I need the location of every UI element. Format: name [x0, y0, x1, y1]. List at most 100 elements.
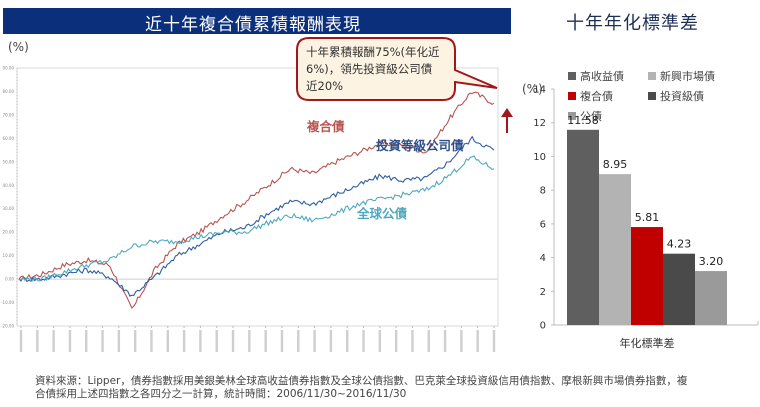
bar-y-tick-label: 2: [540, 287, 546, 298]
x-tick-label: [133, 330, 137, 352]
x-tick-label: [248, 330, 251, 352]
x-tick-label: [346, 330, 349, 352]
series-line: [18, 135, 495, 297]
x-tick-label: [492, 330, 496, 352]
bar-y-tick-label: 10: [533, 152, 546, 163]
x-tick-label: [329, 330, 333, 352]
series-label-composite: 複合債: [307, 119, 345, 134]
legend-swatch: [568, 92, 576, 100]
bar-y-tick-label: 6: [540, 219, 546, 230]
legend-swatch: [568, 112, 576, 120]
bar: [663, 253, 695, 325]
up-arrow-icon: [501, 108, 513, 133]
legend-swatch: [568, 72, 576, 80]
bar-value-label: 11.58: [567, 114, 599, 127]
legend-label: 新興市場債: [660, 70, 715, 83]
source-note: 資料來源：Lipper，債券指數採用美銀美林全球高收益債券指數及全球公債指數、巴…: [35, 375, 735, 401]
y-tick-label: 10.00: [3, 253, 15, 258]
x-tick-label: [427, 330, 430, 352]
line-chart-title: 近十年複合債累積報酬表現: [145, 15, 361, 35]
x-tick-label: [85, 330, 88, 352]
x-tick-label: [362, 330, 365, 352]
bar-chart-bars: 11.58 8.95 5.81 4.23 3.20: [567, 114, 727, 325]
legend-swatch: [648, 72, 656, 80]
bar: [695, 271, 727, 325]
x-tick-label: [68, 330, 72, 352]
bar-category-label: 年化標準差: [620, 336, 675, 350]
bar-chart-title: 十年年化標準差: [566, 13, 699, 34]
y-tick-label: 0.00: [5, 277, 14, 282]
callout-line: 6%)，領先投資級公司債: [306, 62, 433, 76]
legend-label: 高收益債: [580, 70, 624, 83]
callout-bubble: [296, 37, 498, 101]
x-tick-label: [460, 330, 463, 352]
series-line: [18, 155, 495, 282]
y-tick-label: -10.00: [1, 300, 14, 305]
y-tick-label: 60.00: [3, 136, 15, 141]
legend-label: 投資級債: [660, 90, 704, 103]
legend-swatch: [648, 92, 656, 100]
bar-y-tick-label: 12: [533, 118, 546, 129]
x-tick-label: [36, 330, 39, 352]
x-tick-label: [215, 330, 218, 352]
series-label-global-gov: 全球公債: [357, 206, 408, 221]
y-tick-label: 40.00: [3, 183, 15, 188]
y-tick-label: 20.00: [3, 230, 15, 235]
line-chart-unit: (%): [8, 40, 29, 54]
x-tick-label: [150, 330, 153, 352]
x-tick-label: [117, 330, 121, 352]
bar: [599, 174, 631, 325]
x-tick-label: [394, 330, 398, 352]
bar-chart-unit: (%): [522, 82, 543, 96]
legend-label: 複合債: [580, 90, 613, 103]
legend-item: 高收益債: [568, 68, 648, 84]
source-note-line: 資料來源：Lipper，債券指數採用美銀美林全球高收益債券指數及全球公債指數、巴…: [35, 375, 688, 387]
series-label-ig-corp: 投資等級公司債: [376, 138, 464, 153]
legend-label: 公債: [580, 110, 602, 123]
legend-item: 新興市場債: [648, 68, 748, 84]
x-tick-label: [378, 330, 382, 352]
x-tick-label: [476, 330, 479, 352]
callout-line: 十年累積報酬75%(年化近: [306, 45, 440, 59]
bar: [567, 129, 599, 325]
y-tick-label: 90.00: [3, 66, 15, 71]
bar: [631, 227, 663, 325]
y-tick-label: -20.00: [1, 324, 14, 329]
x-tick-label: [443, 330, 447, 352]
x-tick-label: [182, 330, 186, 352]
bar-y-tick-label: 0: [540, 321, 546, 332]
callout-text: 十年累積報酬75%(年化近 6%)，領先投資級公司債 近20%: [306, 44, 456, 95]
bar-value-label: 8.95: [603, 158, 628, 171]
x-tick-label: [19, 330, 23, 352]
x-tick-label: [166, 330, 169, 352]
x-tick-label: [199, 330, 202, 352]
bar-value-label: 5.81: [635, 211, 660, 224]
line-chart: 90.00 80.00 70.00 60.00 50.00 40.00 30.00 20.00…: [1, 66, 499, 352]
x-tick-label: [264, 330, 267, 352]
y-tick-label: 30.00: [3, 206, 15, 211]
x-tick-label: [313, 330, 316, 352]
callout-line: 近20%: [306, 79, 344, 93]
series-line: [18, 91, 495, 309]
x-tick-label: [411, 330, 414, 352]
bar-value-label: 3.20: [699, 255, 724, 268]
bar-chart-axes: 0 2 4 6 8 10 12 14 年化標準差: [533, 85, 759, 350]
x-tick-label: [297, 330, 300, 352]
y-tick-label: 80.00: [3, 89, 15, 94]
legend-item: 複合債: [568, 88, 648, 104]
bar-legend: 高收益債 新興市場債 複合債 投資級債 公債: [568, 68, 758, 124]
bar-chart: 0 2 4 6 8 10 12 14 年化標準差 11.58 8.95 5.81 4.23 3.20: [533, 85, 759, 350]
y-tick-label: 50.00: [3, 159, 15, 164]
x-tick-label: [101, 330, 104, 352]
x-tick-label: [52, 330, 55, 352]
x-tick-label: [231, 330, 235, 352]
bar-value-label: 4.23: [667, 238, 692, 251]
legend-item: 投資級債: [648, 88, 748, 104]
source-note-line: 合債採用上述四指數之各四分之一計算，統計時間：2006/11/30~2016/1…: [35, 388, 407, 400]
line-chart-series: [18, 91, 495, 309]
bar-y-tick-label: 14: [533, 85, 546, 96]
legend-item: 公債: [568, 108, 648, 124]
y-tick-label: 70.00: [3, 112, 15, 117]
bar-y-tick-label: 4: [540, 253, 546, 264]
title-banner: 近十年複合債累積報酬表現: [3, 8, 511, 35]
